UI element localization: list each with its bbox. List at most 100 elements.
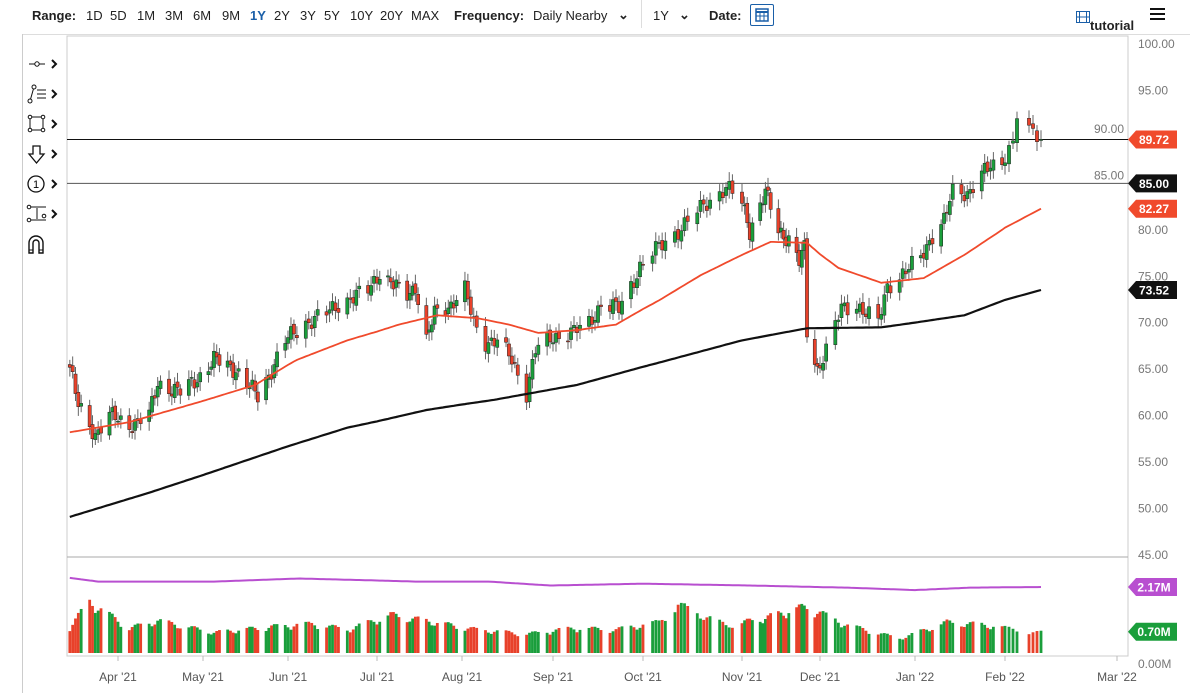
volume-bar <box>198 629 202 653</box>
candle-body <box>195 382 200 388</box>
volume-bar <box>71 624 75 653</box>
frequency-dropdown[interactable]: Daily Nearby <box>533 8 607 23</box>
volume-bar <box>948 620 952 653</box>
tutorial-link[interactable]: tutorial <box>1076 10 1134 33</box>
range-2y[interactable]: 2Y <box>274 8 290 23</box>
rectangle-tool-button[interactable] <box>24 113 64 135</box>
volume-bar <box>635 629 639 653</box>
period-value: 1Y <box>653 8 669 23</box>
arrow-down-tool-button[interactable] <box>24 143 64 165</box>
volume-bar <box>136 623 140 653</box>
volume-bar <box>968 622 972 653</box>
volume-bar <box>304 621 308 653</box>
candle-body <box>327 309 332 314</box>
measure-tool-button[interactable] <box>24 203 64 225</box>
candle-body <box>234 372 238 381</box>
volume-bar <box>130 627 134 653</box>
volume-bar <box>466 628 470 653</box>
volume-bar <box>178 628 182 653</box>
candle-body <box>758 202 763 221</box>
price-last-label: 89.72 <box>1139 133 1169 147</box>
volume-bar <box>289 629 293 653</box>
candle-body <box>676 229 680 240</box>
volume-bar <box>705 617 709 653</box>
fibonacci-tool-button[interactable] <box>24 83 64 105</box>
x-tick-label: Dec '21 <box>800 670 841 684</box>
volume-bar <box>513 634 517 653</box>
volume-bar <box>472 626 476 653</box>
price-level-tag <box>1128 174 1177 193</box>
line-tool-button[interactable] <box>24 53 64 75</box>
range-3m[interactable]: 3M <box>165 8 184 23</box>
candle-body <box>507 343 511 357</box>
candle-body <box>836 319 841 322</box>
number-marker-button[interactable]: 1 <box>24 173 64 195</box>
range-1d[interactable]: 1D <box>86 8 103 23</box>
candle-body <box>275 351 279 368</box>
volume-bar <box>840 627 843 653</box>
volume-bar <box>587 627 591 653</box>
y-tick-label: 90.00 <box>1094 122 1124 136</box>
candle-body <box>985 161 990 172</box>
volume-bar <box>108 611 111 653</box>
chevron-down-icon[interactable]: ⌄ <box>679 7 690 22</box>
range-3y[interactable]: 3Y <box>300 8 316 23</box>
volume-bar <box>836 622 840 653</box>
candle-body <box>730 180 735 194</box>
volume-bar <box>195 627 199 653</box>
magnet-button[interactable] <box>24 233 64 255</box>
volume-bar <box>980 622 984 653</box>
volume-bar <box>861 627 865 653</box>
candle-body <box>611 299 615 314</box>
candle-body <box>617 301 621 313</box>
chevron-down-icon[interactable]: ⌄ <box>618 7 629 22</box>
calendar-button[interactable] <box>750 4 774 26</box>
range-5y[interactable]: 5Y <box>324 8 340 23</box>
period-dropdown[interactable]: 1Y <box>653 8 669 23</box>
price-ma200-tag <box>1128 280 1177 299</box>
volume-bar <box>1015 631 1019 653</box>
volume-bar <box>528 632 531 653</box>
x-tick-label: Apr '21 <box>99 670 137 684</box>
price-last-tag <box>1128 130 1177 149</box>
volume-bar <box>313 625 317 653</box>
volume-bar <box>718 619 722 653</box>
hamburger-menu-icon[interactable] <box>1150 8 1165 23</box>
candle-body <box>879 314 884 320</box>
volume-bar <box>566 626 570 653</box>
range-1y[interactable]: 1Y <box>250 8 266 23</box>
volume-bar <box>989 629 992 653</box>
range-6m[interactable]: 6M <box>193 8 212 23</box>
plot-frame <box>66 35 1129 657</box>
range-20y[interactable]: 20Y <box>380 8 404 23</box>
volume-bar <box>510 632 514 653</box>
volume-bar <box>369 620 373 653</box>
volume-tick-label: 0.00M <box>1138 657 1171 671</box>
volume-bar <box>516 636 520 653</box>
candle-body <box>533 353 538 358</box>
candle-body <box>939 224 943 247</box>
range-1m[interactable]: 1M <box>137 8 156 23</box>
candle-body <box>653 241 658 256</box>
y-tick-label: 55.00 <box>1138 455 1168 469</box>
volume-bar <box>590 626 594 653</box>
candle-body <box>113 405 118 421</box>
range-5d[interactable]: 5D <box>110 8 127 23</box>
candle-body <box>468 296 473 315</box>
volume-bar <box>695 613 699 653</box>
volume-bar <box>641 624 645 653</box>
range-10y[interactable]: 10Y <box>350 8 374 23</box>
svg-text:1: 1 <box>33 179 39 191</box>
candle-body <box>854 308 859 314</box>
volume-bar <box>536 631 540 653</box>
volume-bar <box>408 621 412 653</box>
volume-bar <box>1003 625 1007 653</box>
candle-body <box>947 201 952 215</box>
range-9m[interactable]: 9M <box>222 8 241 23</box>
candle-body <box>776 208 781 234</box>
ma200-line <box>69 288 1042 518</box>
candle-body <box>1011 140 1015 144</box>
volume-bar <box>96 610 100 653</box>
range-max[interactable]: MAX <box>411 8 440 23</box>
